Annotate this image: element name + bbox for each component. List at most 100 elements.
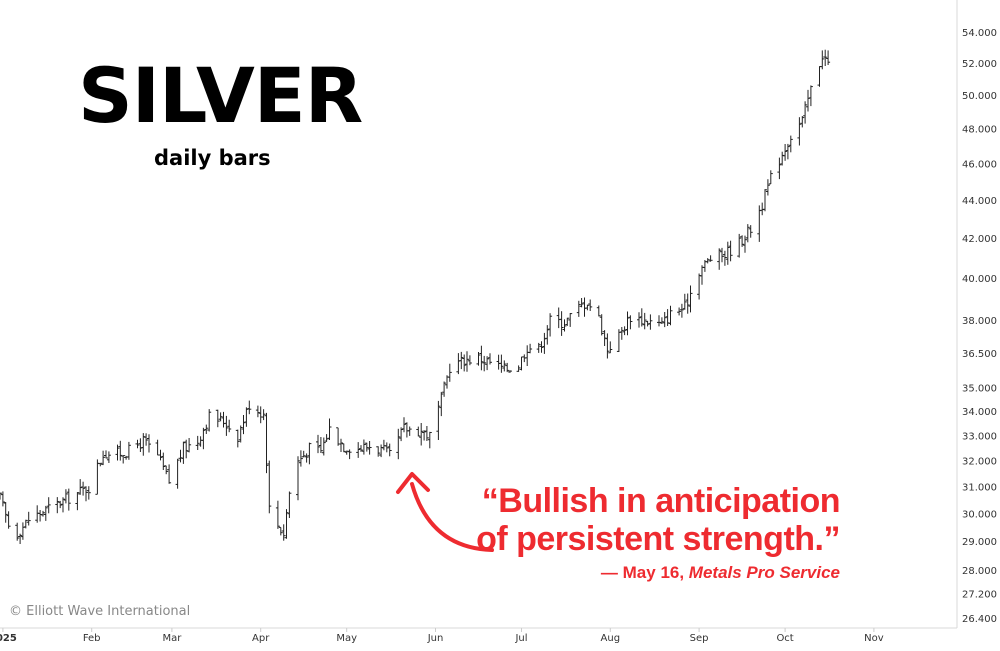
ohlc-bar: [459, 351, 464, 370]
ohlc-bar: [439, 391, 444, 417]
ohlc-bar: [195, 435, 200, 450]
ohlc-bar: [304, 453, 309, 463]
ohlc-bar: [198, 436, 203, 447]
ohlc-bar: [264, 412, 269, 474]
ohlc-bar: [187, 438, 192, 453]
ohlc-bar: [528, 343, 533, 354]
ohlc-bar: [35, 505, 40, 523]
ohlc-bar: [677, 307, 682, 316]
x-tick-label: May: [336, 633, 357, 644]
ohlc-bar: [384, 442, 389, 453]
ohlc-bar: [78, 479, 83, 495]
ohlc-bar: [238, 425, 243, 443]
ohlc-bar: [456, 353, 461, 375]
time-axis: 2025 Feb Mar Apr May Jun Jul Aug Sep Oct Nov: [0, 628, 884, 644]
y-tick-label: 34.000: [962, 407, 997, 418]
ohlc-bar: [628, 315, 633, 330]
ohlc-bar: [556, 307, 561, 329]
ohlc-bar: [258, 406, 263, 424]
ohlc-bar: [783, 144, 788, 161]
ohlc-bar: [725, 241, 730, 265]
ohlc-bar: [780, 151, 785, 166]
ohlc-bar: [700, 265, 704, 285]
ohlc-bar: [339, 438, 343, 452]
ohlc-bar: [75, 492, 80, 511]
quote-attribution: — May 16, Metals Pro Service: [476, 562, 840, 584]
ohlc-bar: [508, 370, 512, 373]
ohlc-bar: [740, 235, 745, 247]
ohlc-bar: [720, 247, 724, 263]
ohlc-bar: [436, 400, 441, 440]
ohlc-bar: [298, 450, 303, 467]
ohlc-bar: [708, 255, 713, 262]
ohlc-bar: [81, 481, 86, 496]
ohlc-bar: [717, 248, 722, 270]
ohlc-bar: [3, 502, 8, 523]
x-tick-label: 2025: [0, 633, 17, 644]
ohlc-bar: [155, 439, 160, 456]
ohlc-bar: [820, 50, 825, 70]
ohlc-bar: [419, 423, 424, 446]
ohlc-bar: [296, 456, 300, 501]
ohlc-bar: [324, 434, 329, 442]
price-bars: [0, 49, 831, 544]
ohlc-bar: [141, 433, 146, 456]
ohlc-bar: [247, 400, 252, 415]
ohlc-bar: [118, 440, 123, 461]
ohlc-bar: [499, 354, 504, 373]
ohlc-bar: [43, 505, 48, 521]
ohlc-bar: [104, 450, 108, 459]
ohlc-bar: [722, 250, 727, 266]
ohlc-bar: [115, 444, 120, 461]
annotation-arrow-head: [396, 472, 430, 494]
ohlc-bar: [625, 311, 630, 336]
ohlc-bar: [224, 415, 229, 436]
ohlc-bar: [616, 329, 621, 352]
y-tick-label: 46.000: [962, 160, 997, 171]
ohlc-bar: [379, 444, 384, 458]
quote-line-2: of persistent strength.”: [476, 520, 840, 558]
ohlc-bar: [215, 409, 220, 428]
y-tick-label: 54.000: [962, 28, 997, 39]
ohlc-bar: [18, 533, 23, 544]
ohlc-bar: [261, 409, 266, 421]
ohlc-bar: [359, 445, 363, 452]
ohlc-bar: [525, 345, 530, 366]
ohlc-bar: [800, 116, 805, 128]
ohlc-bar: [788, 135, 793, 153]
ohlc-bar: [648, 314, 653, 330]
ohlc-bar: [427, 431, 432, 449]
ohlc-bar: [66, 488, 71, 511]
ohlc-bar: [241, 415, 246, 435]
ohlc-bar: [396, 428, 401, 460]
ohlc-bar: [167, 464, 172, 484]
ohlc-bar: [287, 491, 292, 518]
ohlc-bar: [121, 455, 126, 464]
y-tick-label: 35.000: [962, 383, 997, 394]
x-tick-label: Nov: [864, 633, 884, 644]
quote-line-1: “Bullish in anticipation: [481, 482, 841, 520]
ohlc-bar: [568, 313, 573, 327]
ohlc-bar: [605, 333, 610, 359]
ohlc-bar: [536, 342, 541, 353]
ohlc-bar: [467, 355, 472, 366]
ohlc-bar: [797, 117, 802, 146]
ohlc-bar: [341, 443, 346, 453]
ohlc-bar: [307, 442, 312, 465]
ohlc-bar: [685, 293, 690, 314]
ohlc-bar: [765, 179, 770, 196]
price-axis: 54.000 52.000 50.000 48.000 46.000 44.000 42.0…: [962, 28, 997, 625]
ohlc-bar: [465, 351, 469, 372]
ohlc-bar: [184, 439, 189, 459]
ohlc-bar: [367, 441, 372, 455]
y-tick-label: 50.000: [962, 91, 997, 102]
ohlc-bar: [158, 449, 163, 461]
ohlc-bar: [227, 419, 232, 433]
ohlc-bar: [15, 522, 20, 541]
ohlc-bar: [321, 437, 326, 456]
ohlc-bar: [181, 441, 186, 464]
ohlc-bar: [688, 285, 693, 313]
ohlc-bar: [488, 353, 492, 365]
ohlc-bar: [559, 311, 564, 336]
